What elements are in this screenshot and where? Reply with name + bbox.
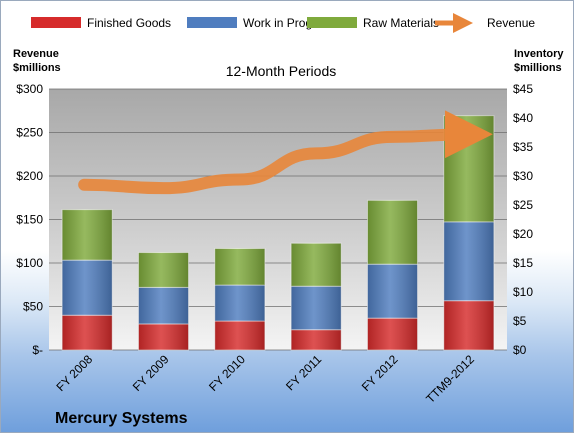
- right-axis-title-line1: Inventory: [514, 48, 564, 60]
- legend-label-revenue: Revenue: [487, 16, 535, 30]
- x-axis-tick-label: FY 2011: [283, 352, 324, 393]
- left-axis-tick-label: $100: [16, 256, 43, 270]
- right-axis-tick-label: $35: [513, 140, 533, 154]
- x-axis-tick-label: FY 2012: [359, 352, 401, 394]
- bar-shade-work-in-progress: [291, 286, 341, 330]
- right-axis-tick-label: $45: [513, 82, 533, 96]
- right-axis-tick-label: $15: [513, 256, 533, 270]
- bar-shade-finished-goods: [444, 301, 494, 350]
- left-axis-ticks: $- $50 $100 $150 $200 $250 $300: [16, 82, 43, 357]
- legend-label-raw-materials: Raw Materials: [363, 16, 439, 30]
- x-axis-tick-label: FY 2008: [53, 352, 95, 394]
- left-axis-title-line1: Revenue: [13, 48, 59, 60]
- right-axis-tick-label: $30: [513, 169, 533, 183]
- left-axis-tick-label: $-: [32, 343, 43, 357]
- right-axis-tick-label: $20: [513, 227, 533, 241]
- bar-shade-work-in-progress: [62, 260, 112, 315]
- left-axis-tick-label: $50: [23, 300, 43, 314]
- bar-shade-raw-materials: [368, 200, 418, 264]
- right-axis-tick-label: $10: [513, 285, 533, 299]
- right-axis-tick-label: $5: [513, 314, 527, 328]
- x-axis-tick-label: FY 2010: [206, 352, 248, 394]
- bar-shade-finished-goods: [291, 330, 341, 350]
- right-axis-tick-label: $0: [513, 343, 527, 357]
- left-axis-title-line2: $millions: [13, 62, 61, 74]
- bar-shade-raw-materials: [62, 210, 112, 260]
- bar-shade-raw-materials: [139, 253, 189, 288]
- x-axis-tick-label: FY 2009: [130, 352, 172, 394]
- bar-shade-work-in-progress: [368, 264, 418, 318]
- bar-shade-work-in-progress: [139, 287, 189, 324]
- legend-swatch-finished-goods: [31, 17, 81, 28]
- bar-shade-raw-materials: [215, 249, 265, 286]
- left-axis-tick-label: $250: [16, 126, 43, 140]
- legend-label-finished-goods: Finished Goods: [87, 16, 171, 30]
- bar-shade-finished-goods: [368, 318, 418, 350]
- legend-swatch-work-in-progress: [187, 17, 237, 28]
- legend: Finished Goods Work in Progress Raw Mate…: [31, 16, 535, 30]
- bar-shade-finished-goods: [139, 324, 189, 350]
- right-axis-ticks: $0 $5 $10 $15 $20 $25 $30 $35 $40 $45: [513, 82, 533, 357]
- bar-shade-raw-materials: [291, 243, 341, 286]
- bar-shade-finished-goods: [215, 321, 265, 350]
- x-axis-tick-label: TTM9-2012: [423, 352, 477, 406]
- chart-title: 12-Month Periods: [226, 63, 337, 79]
- bar-shade-work-in-progress: [215, 285, 265, 321]
- legend-swatch-raw-materials: [307, 17, 357, 28]
- right-axis-tick-label: $25: [513, 198, 533, 212]
- x-axis-ticks: FY 2008 FY 2009 FY 2010 FY 2011 FY 2012 TTM9-…: [53, 352, 477, 406]
- left-axis-tick-label: $300: [16, 82, 43, 96]
- bar-shade-work-in-progress: [444, 222, 494, 301]
- right-axis-tick-label: $40: [513, 111, 533, 125]
- left-axis-tick-label: $200: [16, 169, 43, 183]
- right-axis-title-line2: $millions: [514, 62, 562, 74]
- company-name: Mercury Systems: [55, 410, 188, 427]
- bar-shade-finished-goods: [62, 315, 112, 350]
- left-axis-tick-label: $150: [16, 213, 43, 227]
